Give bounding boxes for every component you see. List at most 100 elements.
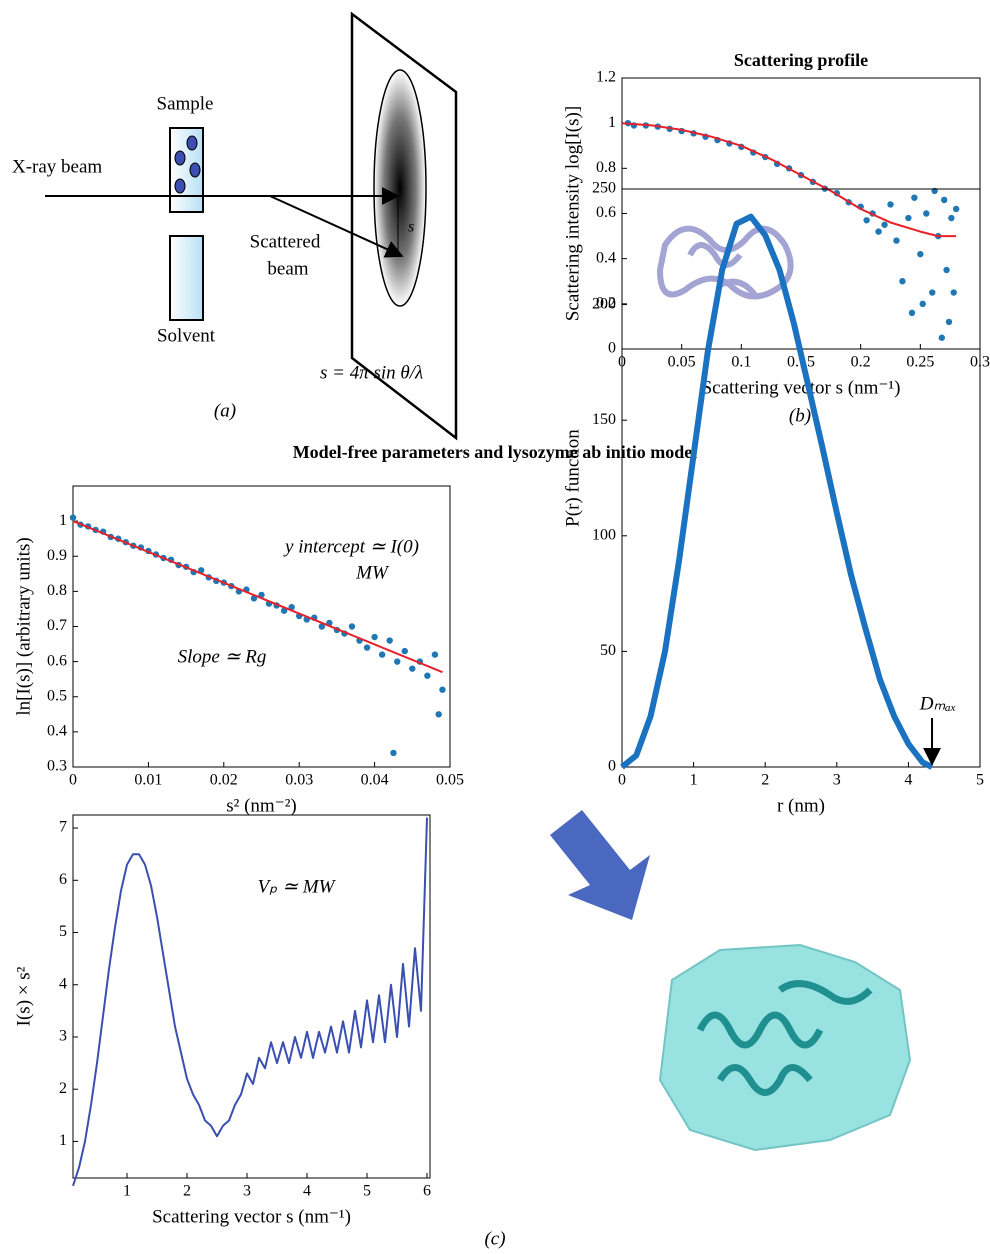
point xyxy=(938,334,946,341)
annotation: Dₘₐₓ xyxy=(919,693,957,714)
x-axis-label: s² (nm⁻²) xyxy=(226,795,297,816)
x-tick-label: 0 xyxy=(618,772,626,789)
heading: Model-free parameters and lysozyme ab in… xyxy=(293,442,698,462)
x-tick-label: 0.2 xyxy=(851,354,871,371)
point xyxy=(363,644,371,651)
y-tick-label: 5 xyxy=(59,923,67,940)
protein-ribbon xyxy=(696,980,873,1096)
plot-frame xyxy=(72,485,451,768)
diagram: Sample X-ray beam Scattered beam Solvent… xyxy=(12,11,458,441)
point xyxy=(386,637,393,644)
point xyxy=(863,217,870,224)
x-tick-label: 2 xyxy=(183,1183,191,1200)
x-tick-label: 6 xyxy=(423,1183,431,1200)
point xyxy=(923,210,930,217)
point xyxy=(887,201,894,208)
line xyxy=(72,520,443,674)
point xyxy=(371,633,378,641)
line xyxy=(621,122,957,238)
y-tick-label: 7 xyxy=(59,819,67,836)
label: Scattered xyxy=(250,231,321,252)
y-tick-label: 1 xyxy=(59,512,67,529)
panel-label: (b) xyxy=(789,405,811,426)
y-axis-label: I(s) × s² xyxy=(13,966,34,1026)
point xyxy=(348,623,356,630)
line xyxy=(620,213,934,770)
y-tick-label: 0.8 xyxy=(596,159,616,176)
particle xyxy=(189,162,201,178)
point xyxy=(318,623,326,630)
panel-label: (c) xyxy=(484,1228,505,1249)
point xyxy=(378,651,386,658)
label: Solvent xyxy=(157,325,216,346)
y-tick-label: 0.4 xyxy=(596,249,616,266)
point xyxy=(911,194,918,201)
label: X-ray beam xyxy=(12,156,102,177)
point xyxy=(919,300,926,308)
x-tick-label: 1 xyxy=(123,1183,131,1200)
y-tick-label: 1.2 xyxy=(596,69,616,86)
point xyxy=(409,665,416,672)
point xyxy=(69,514,77,521)
x-tick-label: 5 xyxy=(363,1183,371,1200)
point xyxy=(943,266,950,274)
x-axis-label: Scattering vector s (nm⁻¹) xyxy=(702,377,901,398)
x-tick-label: 1 xyxy=(690,772,698,789)
point xyxy=(941,196,948,204)
point xyxy=(288,603,295,611)
x-tick-label: 3 xyxy=(833,772,841,789)
point xyxy=(424,672,431,679)
x-tick-label: 4 xyxy=(904,772,912,789)
x-tick-label: 0.05 xyxy=(668,354,696,371)
y-axis-label: Scattering intensity log[I(s)] xyxy=(562,106,583,321)
x-axis-label: Scattering vector s (nm⁻¹) xyxy=(152,1206,351,1227)
point xyxy=(881,221,888,228)
y-axis-label: ln[I(s)] (arbitrary units) xyxy=(13,537,34,715)
y-tick-label: 0 xyxy=(608,340,616,357)
annotation: Slope ≃ Rg xyxy=(178,646,267,667)
y-tick-label: 0.2 xyxy=(596,295,616,312)
solvent-cell xyxy=(169,235,204,321)
annotation: Vₚ ≃ MW xyxy=(258,876,337,897)
y-tick-label: 200 xyxy=(592,295,616,312)
point xyxy=(899,278,906,285)
plot-frame xyxy=(621,188,981,768)
scattered-line xyxy=(269,195,404,258)
label: beam xyxy=(267,258,308,279)
x-tick-label: 0.01 xyxy=(134,772,162,789)
particle xyxy=(186,135,198,151)
x-tick-label: 3 xyxy=(243,1183,251,1200)
particle xyxy=(174,178,186,194)
y-tick-label: 100 xyxy=(592,526,616,543)
x-tick-label: 4 xyxy=(303,1183,311,1200)
x-tick-label: 0.25 xyxy=(906,354,934,371)
y-tick-label: 0.7 xyxy=(47,617,67,634)
x-tick-label: 0.05 xyxy=(436,772,464,789)
chart-title: Scattering profile xyxy=(734,50,868,70)
point xyxy=(431,651,439,658)
y-tick-label: 50 xyxy=(600,642,616,659)
protein-ribbon xyxy=(656,225,794,300)
point xyxy=(929,289,936,296)
y-tick-label: 0.3 xyxy=(47,758,67,775)
y-tick-label: 0.6 xyxy=(47,652,67,669)
label: s xyxy=(408,219,414,236)
x-tick-label: 0.03 xyxy=(285,772,313,789)
y-tick-label: 1 xyxy=(608,114,616,131)
point xyxy=(905,214,912,222)
point xyxy=(948,214,955,222)
x-tick-label: 5 xyxy=(976,772,984,789)
point xyxy=(893,237,900,244)
plot-frame xyxy=(72,814,431,1179)
panel-label: (a) xyxy=(214,400,236,421)
point xyxy=(390,749,397,757)
y-tick-label: 0.8 xyxy=(47,582,67,599)
y-tick-label: 250 xyxy=(592,180,616,197)
point xyxy=(435,711,442,718)
y-tick-label: 0.9 xyxy=(47,547,67,564)
y-tick-label: 2 xyxy=(59,1080,67,1097)
y-tick-label: 0.4 xyxy=(47,723,67,740)
scatter-pattern xyxy=(373,69,427,307)
point xyxy=(952,205,960,213)
